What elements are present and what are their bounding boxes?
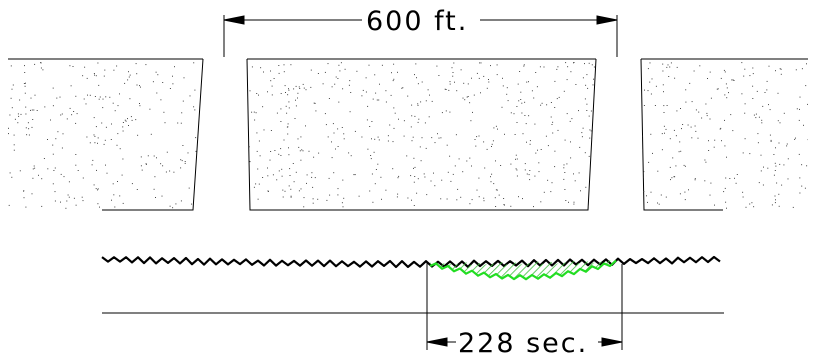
- soil-block-right-edge: [640, 58, 723, 211]
- soil-stipple-right: [641, 62, 808, 209]
- bottom-dimension: [426, 262, 623, 350]
- top-dimension: [223, 15, 618, 57]
- bottom-dimension-label: 228 sec.: [458, 328, 588, 354]
- bottom-dimension-arrow-left: [426, 337, 448, 347]
- bottom-dimension-arrow-right: [601, 337, 623, 347]
- top-dimension-arrow-right: [596, 15, 618, 25]
- top-dimension-arrow-left: [223, 15, 245, 25]
- seismic-trace: [101, 255, 721, 269]
- soil-blocks: [102, 58, 723, 211]
- top-dimension-label: 600 ft.: [366, 6, 468, 37]
- anomaly-region-outline: [429, 259, 617, 281]
- soil-stipple-middle: [247, 62, 596, 208]
- soil-block-left-edge: [102, 58, 204, 211]
- soil-block-middle-edge: [246, 58, 597, 211]
- soil-stipple-left: [8, 62, 199, 209]
